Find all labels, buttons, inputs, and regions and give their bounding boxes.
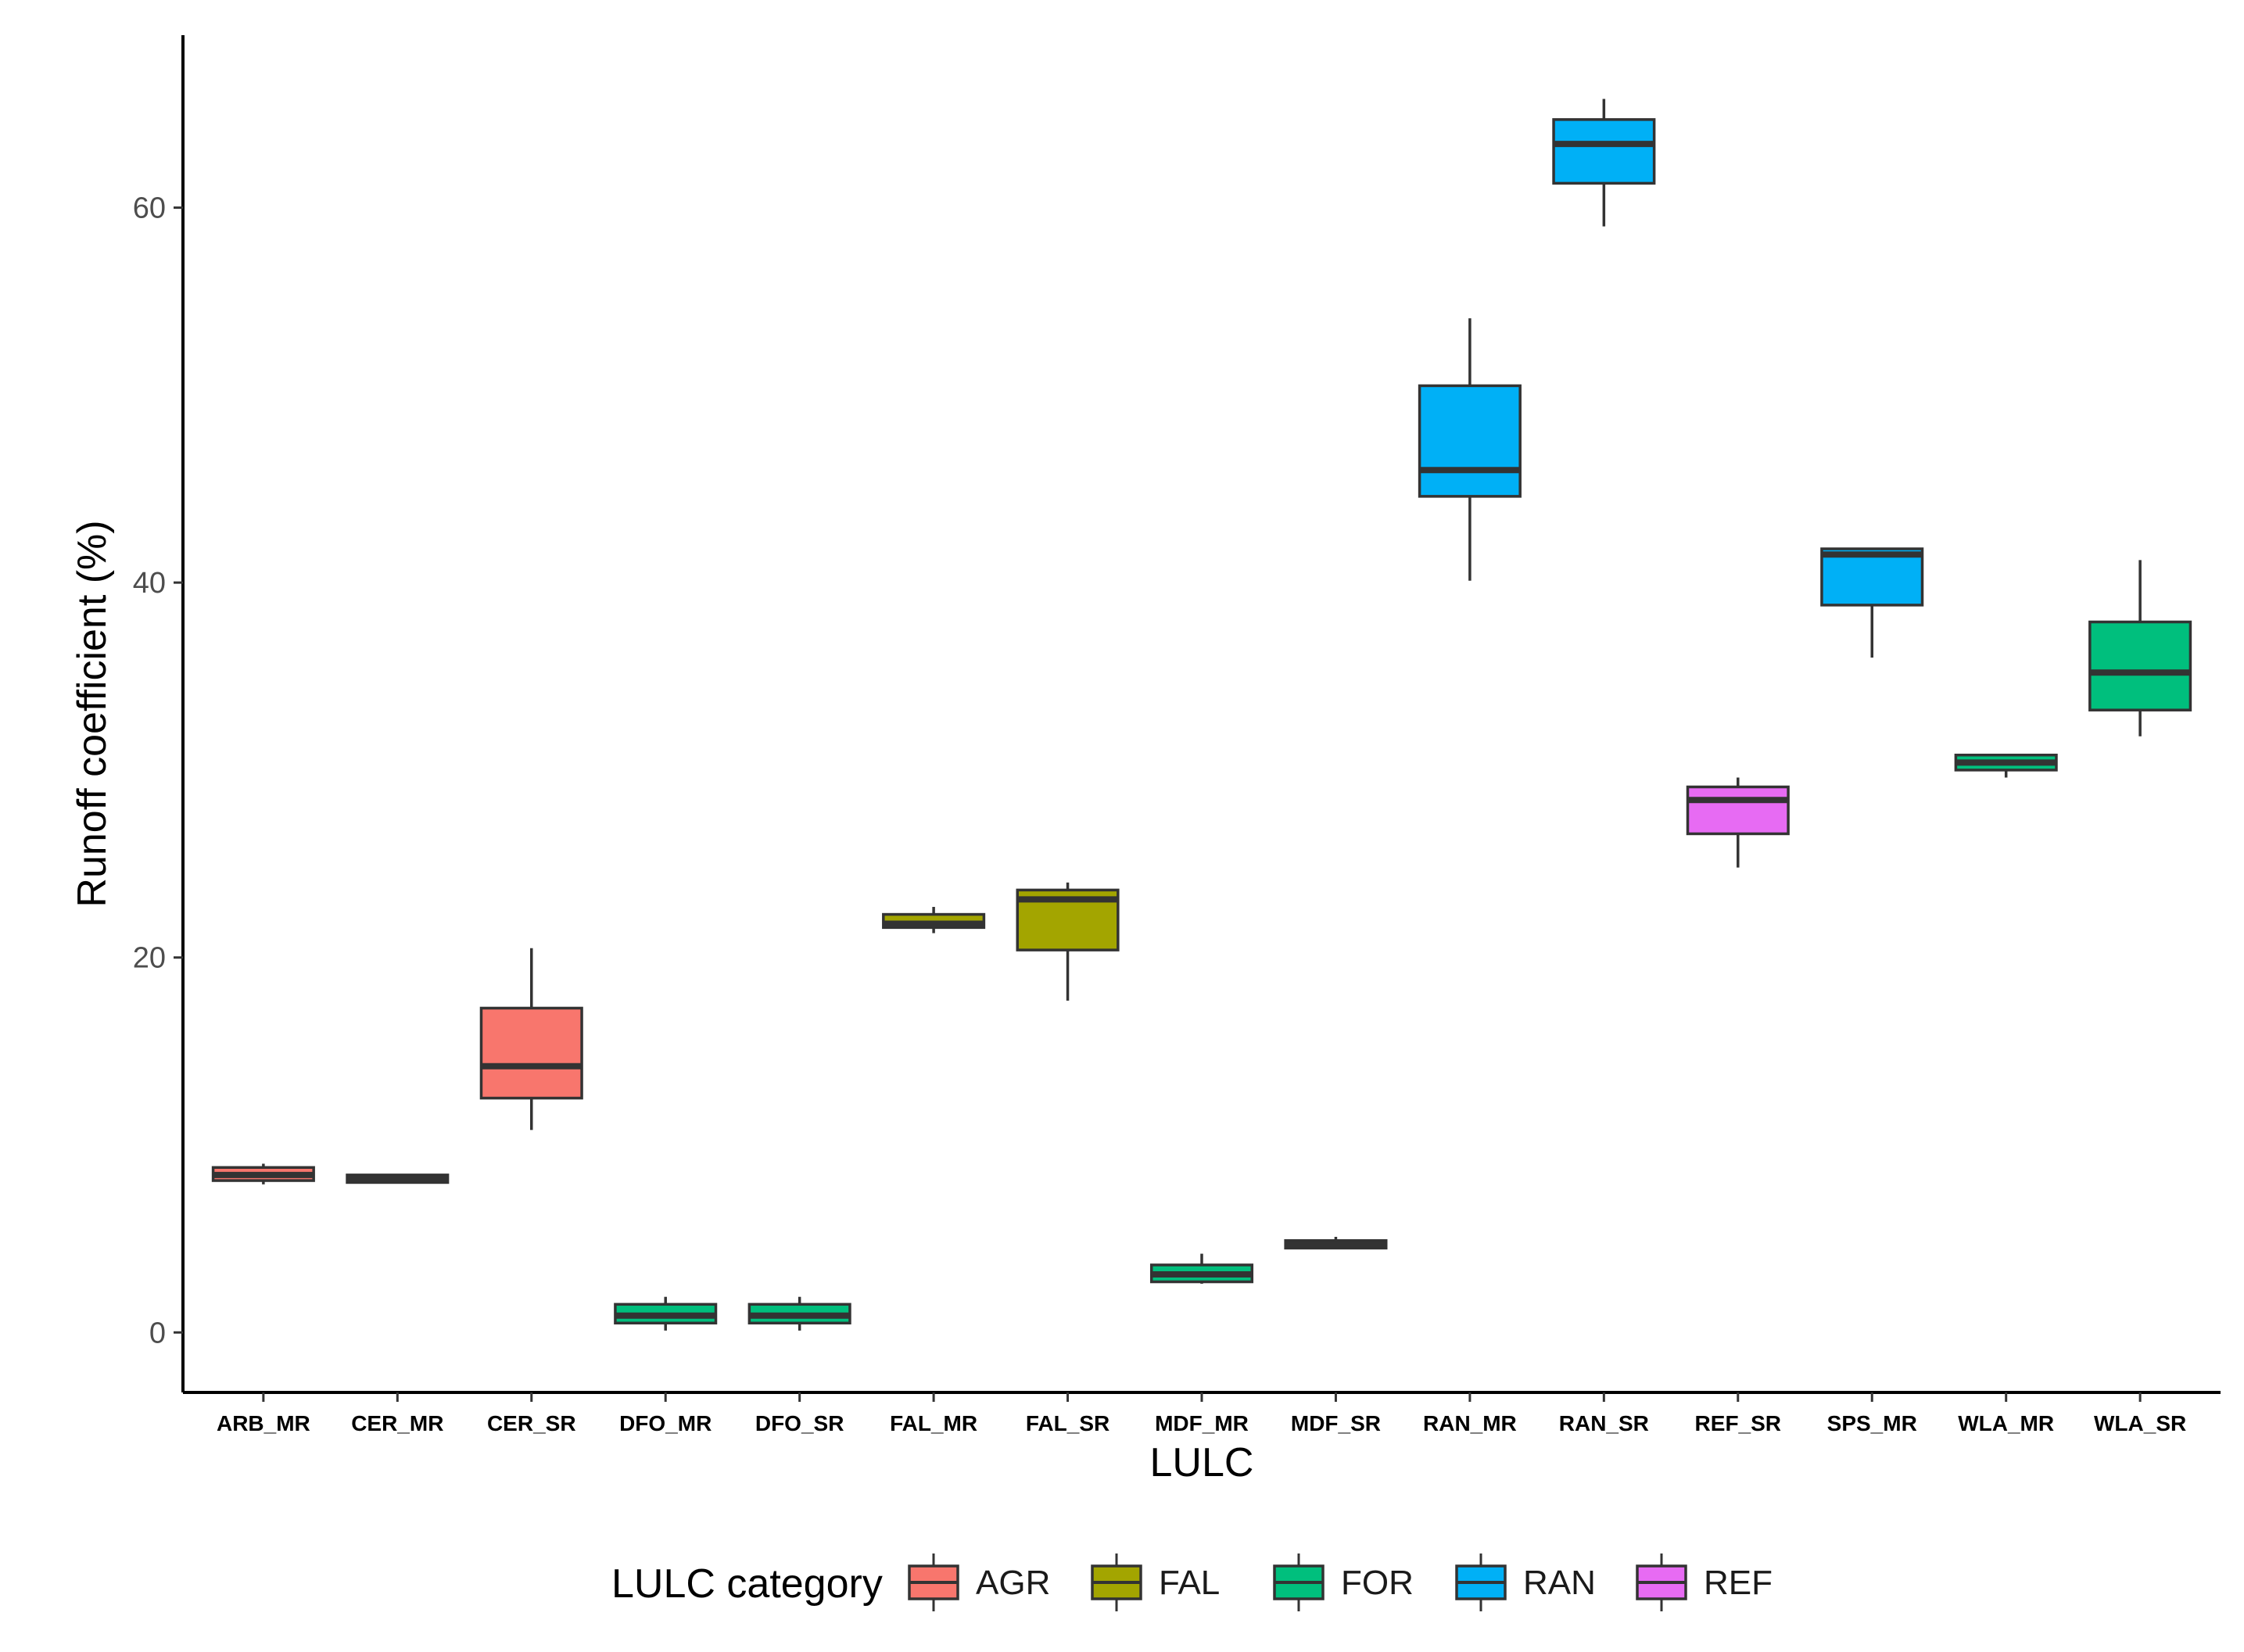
x-tick-label: SPS_MR xyxy=(1827,1411,1917,1435)
box-ran-sr xyxy=(1552,99,1656,227)
legend-key-agr: AGR xyxy=(908,1553,1050,1611)
legend-label-fal: FAL xyxy=(1159,1564,1220,1602)
box-dfo-sr xyxy=(747,1296,851,1331)
box-fal-sr xyxy=(1016,882,1120,1001)
x-tick-label: CER_SR xyxy=(487,1411,576,1435)
x-tick-label: MDF_SR xyxy=(1291,1411,1381,1435)
x-tick-label: DFO_SR xyxy=(755,1411,844,1435)
legend: LULC category AGR FAL FOR RAN REF xyxy=(611,1553,1773,1611)
box-cer-mr xyxy=(346,1174,450,1184)
box-dfo-mr xyxy=(614,1296,718,1331)
iqr-box xyxy=(1686,785,1790,836)
x-tick-label: MDF_MR xyxy=(1155,1411,1249,1435)
legend-key-for: FOR xyxy=(1273,1553,1414,1611)
legend-key-ref: REF xyxy=(1636,1553,1773,1611)
box-wla-sr xyxy=(2088,560,2192,736)
iqr-box xyxy=(2088,620,2192,711)
x-axis-ticks: ARB_MR CER_MR CER_SR DFO_MR DFO_SR FAL_MR FAL_… xyxy=(217,1392,2186,1435)
iqr-box xyxy=(479,1006,583,1100)
legend-label-for: FOR xyxy=(1341,1564,1414,1602)
legend-title: LULC category xyxy=(611,1561,883,1607)
iqr-box xyxy=(1820,547,1924,607)
x-axis-title: LULC xyxy=(1150,1440,1254,1485)
legend-label-ref: REF xyxy=(1704,1564,1773,1602)
box-ref-sr xyxy=(1686,777,1790,868)
x-tick-label: RAN_MR xyxy=(1423,1411,1517,1435)
y-axis-ticks: 0 20 40 60 xyxy=(133,192,183,1349)
box-fal-mr xyxy=(882,906,986,934)
box-cer-sr xyxy=(479,948,583,1131)
legend-key-fal: FAL xyxy=(1091,1553,1220,1611)
x-tick-label: WLA_MR xyxy=(1958,1411,2054,1435)
y-tick-label: 0 xyxy=(149,1317,166,1349)
y-tick-label: 20 xyxy=(133,942,166,975)
iqr-box xyxy=(1552,118,1656,185)
box-sps-mr xyxy=(1820,547,1924,658)
y-tick-label: 60 xyxy=(133,192,166,225)
y-axis-title: Runoff coefficient (%) xyxy=(70,520,115,907)
plot-area xyxy=(211,99,2192,1331)
x-tick-label: FAL_SR xyxy=(1026,1411,1109,1435)
box-mdf-sr xyxy=(1284,1236,1388,1250)
x-tick-label: REF_SR xyxy=(1695,1411,1781,1435)
x-tick-label: CER_MR xyxy=(351,1411,443,1435)
box-mdf-mr xyxy=(1149,1253,1254,1284)
x-tick-label: WLA_SR xyxy=(2094,1411,2186,1435)
box-wla-mr xyxy=(1954,754,2058,778)
iqr-box xyxy=(1418,384,1522,498)
x-tick-label: RAN_SR xyxy=(1559,1411,1649,1435)
legend-label-ran: RAN xyxy=(1523,1564,1596,1602)
y-tick-label: 40 xyxy=(133,567,166,600)
legend-key-ran: RAN xyxy=(1455,1553,1596,1611)
box-arb-mr xyxy=(211,1163,315,1184)
x-tick-label: DFO_MR xyxy=(619,1411,712,1435)
legend-label-agr: AGR xyxy=(976,1564,1050,1602)
x-tick-label: FAL_MR xyxy=(890,1411,977,1435)
x-tick-label: ARB_MR xyxy=(217,1411,310,1435)
box-ran-mr xyxy=(1418,318,1522,581)
